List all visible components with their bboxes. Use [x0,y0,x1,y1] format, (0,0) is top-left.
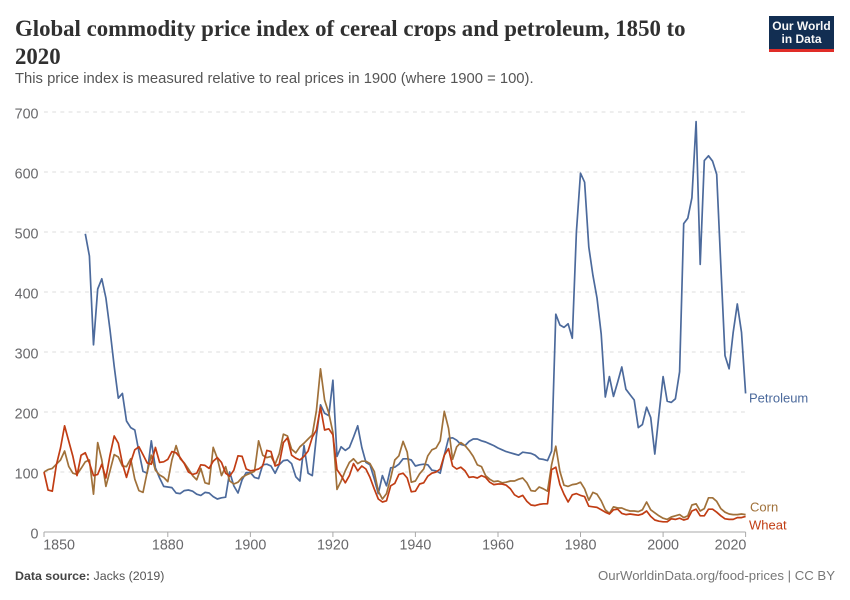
svg-text:Wheat: Wheat [749,518,787,533]
svg-text:100: 100 [15,467,39,483]
svg-text:2000: 2000 [647,538,679,554]
svg-text:1900: 1900 [234,538,266,554]
svg-text:500: 500 [15,227,39,243]
svg-text:200: 200 [15,407,39,423]
svg-text:600: 600 [15,167,39,183]
svg-text:1940: 1940 [399,538,431,554]
svg-text:Petroleum: Petroleum [749,391,808,406]
svg-text:300: 300 [15,347,39,363]
svg-text:1920: 1920 [317,538,349,554]
svg-text:2020: 2020 [715,538,747,554]
svg-text:400: 400 [15,287,39,303]
svg-text:1960: 1960 [482,538,514,554]
svg-text:Corn: Corn [750,500,778,515]
svg-text:1980: 1980 [565,538,597,554]
svg-text:0: 0 [31,527,39,543]
svg-text:700: 700 [15,107,39,123]
svg-text:1880: 1880 [152,538,184,554]
svg-text:1850: 1850 [43,538,75,554]
